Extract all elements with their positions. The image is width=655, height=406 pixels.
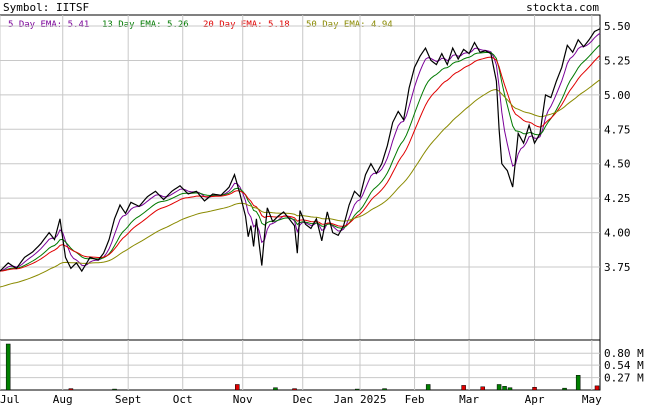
date-tick-label: Apr <box>525 393 545 406</box>
volume-bar <box>502 386 507 391</box>
volume-bar <box>594 385 600 391</box>
volume-tick-label: 0.80 M <box>604 347 644 360</box>
volume-bar <box>507 387 513 391</box>
price-tick-label: 4.75 <box>604 123 631 136</box>
price-axis: 3.75 4.00 4.25 4.50 4.75 5.00 5.25 5.50 <box>604 20 631 274</box>
volume-tick-label: 0.27 M <box>604 372 644 385</box>
volume-tick-label: 0.54 M <box>604 359 644 372</box>
volume-bar <box>480 386 485 391</box>
legend-ema20: 20 Day EMA: 5.18 <box>203 20 290 30</box>
price-tick-label: 4.25 <box>604 192 631 205</box>
legend-ema5: 5 Day EMA: 5.41 <box>8 20 89 30</box>
volume-bar <box>382 388 387 391</box>
date-tick-label: Jan 2025 <box>334 393 387 406</box>
volume-bar <box>68 388 74 391</box>
price-tick-label: 5.00 <box>604 89 631 102</box>
volume-bar <box>112 388 117 391</box>
price-tick-label: 5.25 <box>604 54 631 67</box>
legend-ema13: 13 Day EMA: 5.26 <box>102 20 189 30</box>
legend-ema50: 50 Day EMA: 4.94 <box>306 20 393 30</box>
volume-bar <box>425 384 431 391</box>
volume-bar <box>575 375 581 391</box>
volume-bar <box>292 388 297 391</box>
price-grid <box>0 15 600 340</box>
price-tick-label: 4.00 <box>604 227 631 240</box>
volume-bar <box>273 387 278 391</box>
price-series <box>0 28 601 288</box>
date-tick-label: Dec <box>293 393 313 406</box>
price-tick-label: 5.50 <box>604 20 631 33</box>
volume-axis: 0.80 M0.54 M0.27 M <box>604 347 644 384</box>
date-tick-label: Oct <box>173 393 193 406</box>
volume-bar <box>355 388 360 391</box>
volume-grid <box>0 340 600 390</box>
volume-bar <box>461 385 466 391</box>
date-axis: Jul Aug Sept Oct Nov Dec Jan 2025 Feb Mar Apr May <box>0 393 602 406</box>
price-tick-label: 3.75 <box>604 261 631 274</box>
volume-bar <box>5 343 11 391</box>
ema-legend: 5 Day EMA: 5.41 13 Day EMA: 5.26 20 Day … <box>8 20 393 30</box>
symbol-label: Symbol: IITSF <box>3 1 89 14</box>
volume-bar <box>532 386 537 391</box>
price-tick-label: 4.50 <box>604 158 631 171</box>
date-tick-label: Jul <box>0 393 20 406</box>
date-tick-label: Mar <box>459 393 479 406</box>
date-tick-label: Nov <box>233 393 253 406</box>
volume-bars <box>5 343 600 391</box>
ema5-line <box>0 32 601 272</box>
date-tick-label: Aug <box>53 393 73 406</box>
price-line <box>0 28 601 273</box>
brand-label: stockta.com <box>526 1 599 14</box>
date-tick-label: May <box>582 393 602 406</box>
volume-bar <box>235 384 240 391</box>
volume-bar <box>562 387 567 391</box>
date-tick-label: Feb <box>405 393 425 406</box>
volume-bar <box>496 384 502 391</box>
date-tick-label: Sept <box>115 393 142 406</box>
